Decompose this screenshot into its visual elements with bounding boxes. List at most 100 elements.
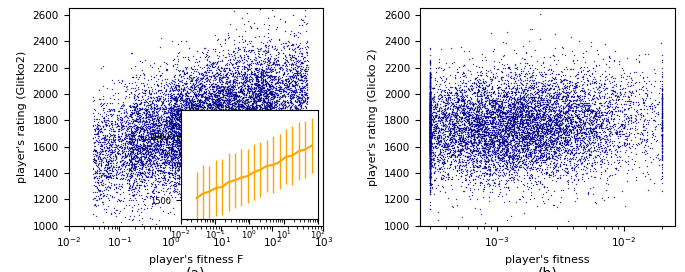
Point (502, 132, 513, 136)
Point (264, 106, 275, 110)
Point (197, 136, 208, 140)
Point (211, 53, 222, 57)
Point (425, 112, 436, 116)
Point (466, 141, 477, 146)
Point (299, 87, 310, 92)
Point (99, 122, 110, 126)
Point (212, 86, 223, 90)
Point (178, 75, 189, 80)
Point (281, 112, 292, 116)
Point (425, 124, 436, 129)
Point (506, 73, 516, 78)
Point (145, 102, 155, 107)
Point (152, 87, 163, 92)
Point (151, 115, 162, 119)
Point (247, 129, 258, 133)
Point (526, 112, 537, 116)
Point (219, 89, 230, 93)
Point (486, 97, 497, 101)
Point (454, 130, 465, 135)
Point (568, 157, 579, 161)
Point (206, 106, 217, 110)
Point (144, 144, 155, 148)
Point (175, 128, 186, 132)
Point (247, 149, 258, 153)
Point (462, 106, 473, 110)
Point (451, 138, 462, 143)
Point (188, 124, 199, 128)
Point (127, 148, 138, 153)
Point (505, 104, 516, 109)
Point (145, 194, 156, 198)
Point (600, 133, 611, 137)
Point (184, 149, 195, 153)
Point (237, 66, 248, 71)
Point (193, 140, 204, 144)
Point (555, 119, 566, 123)
Point (559, 139, 570, 143)
Point (239, 79, 250, 83)
Point (265, 79, 276, 84)
Point (165, 146, 176, 150)
Point (236, 130, 247, 135)
Point (133, 111, 144, 116)
Point (516, 89, 527, 94)
Point (155, 140, 166, 145)
Point (546, 122, 557, 126)
Point (174, 154, 185, 158)
Point (543, 118, 554, 122)
Point (238, 104, 249, 108)
Point (231, 107, 242, 112)
Point (502, 78, 513, 83)
Point (425, 123, 436, 128)
Point (175, 92, 186, 96)
Point (213, 128, 224, 132)
Point (657, 138, 668, 143)
Point (225, 114, 236, 119)
Point (219, 139, 230, 144)
Point (581, 132, 592, 136)
Point (227, 92, 238, 96)
Point (577, 145, 588, 150)
Point (221, 143, 232, 147)
Point (212, 105, 223, 109)
Point (92, 188, 103, 192)
Point (546, 122, 557, 126)
Point (657, 125, 668, 130)
Point (645, 159, 656, 164)
Point (489, 104, 500, 109)
Point (226, 144, 237, 148)
Point (206, 114, 217, 119)
Point (569, 89, 580, 94)
Point (258, 70, 269, 74)
Point (188, 69, 199, 73)
Point (280, 79, 291, 83)
Point (582, 156, 593, 160)
Point (564, 132, 575, 136)
Point (465, 116, 476, 120)
Point (292, 120, 303, 125)
Point (574, 129, 585, 133)
Point (173, 73, 184, 77)
Point (279, 77, 290, 82)
Point (184, 177, 195, 181)
Point (229, 84, 240, 89)
Point (425, 135, 436, 139)
Point (245, 114, 256, 118)
Point (186, 76, 197, 80)
Point (529, 139, 540, 143)
Point (197, 130, 208, 134)
Point (103, 204, 114, 208)
Point (235, 138, 246, 142)
Point (292, 44, 303, 48)
Point (234, 117, 245, 121)
Point (540, 80, 551, 85)
Point (186, 157, 197, 161)
Point (186, 195, 197, 199)
Point (425, 124, 436, 129)
Point (507, 156, 518, 160)
Point (471, 163, 482, 168)
Point (253, 143, 264, 147)
Point (164, 163, 175, 168)
Point (242, 104, 253, 109)
